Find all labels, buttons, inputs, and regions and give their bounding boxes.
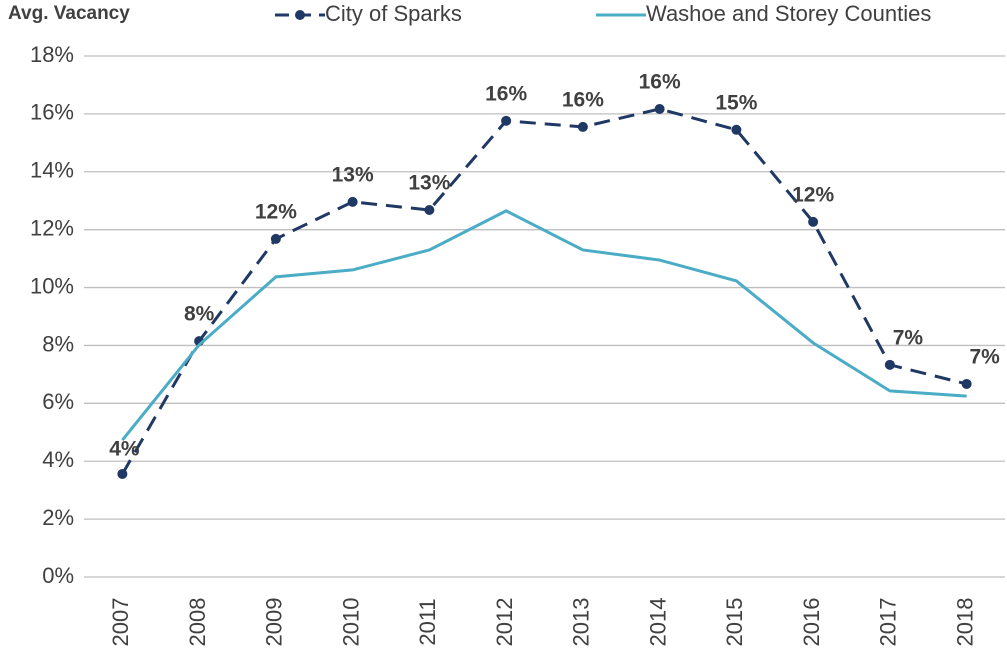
x-tick-label: 2016 xyxy=(799,598,824,647)
y-tick-label: 18% xyxy=(30,42,74,67)
data-point xyxy=(577,121,588,132)
y-tick-label: 6% xyxy=(42,389,74,414)
x-tick-label: 2018 xyxy=(952,598,977,647)
y-tick-label: 14% xyxy=(30,158,74,183)
data-point xyxy=(884,359,895,370)
y-tick-label: 12% xyxy=(30,215,74,240)
x-tick-label: 2008 xyxy=(185,598,210,647)
x-tick-label: 2013 xyxy=(569,598,594,647)
data-point xyxy=(808,216,819,227)
data-point xyxy=(501,115,512,126)
data-point xyxy=(117,468,128,479)
data-label: 7% xyxy=(969,345,1000,368)
y-tick-label: 0% xyxy=(42,563,74,588)
series-line xyxy=(121,107,967,475)
y-tick-label: 16% xyxy=(30,100,74,125)
y-tick-label: 4% xyxy=(42,447,74,472)
x-tick-label: 2014 xyxy=(645,598,670,647)
legend-marker xyxy=(295,10,305,20)
y-tick-label: 8% xyxy=(42,331,74,356)
data-label: 7% xyxy=(893,326,924,349)
y-tick-label: 2% xyxy=(42,505,74,530)
x-tick-label: 2017 xyxy=(876,598,901,647)
data-point xyxy=(424,204,435,215)
data-label: 12% xyxy=(255,200,297,223)
data-label: 16% xyxy=(639,71,681,94)
data-label: 16% xyxy=(562,88,604,111)
y-tick-label: 10% xyxy=(30,273,74,298)
chart-title: Avg. Vacancy xyxy=(8,3,130,24)
x-tick-label: 2015 xyxy=(722,598,747,647)
data-label: 16% xyxy=(485,82,527,105)
data-point xyxy=(961,378,972,389)
data-point xyxy=(270,233,281,244)
x-tick-label: 2009 xyxy=(262,598,287,647)
x-tick-label: 2010 xyxy=(338,598,363,647)
data-point xyxy=(654,103,665,114)
data-label: 15% xyxy=(715,91,757,114)
data-label: 13% xyxy=(408,172,450,195)
legend-label: City of Sparks xyxy=(325,1,462,26)
data-label: 13% xyxy=(332,163,374,186)
data-label: 12% xyxy=(792,183,834,206)
legend-label: Washoe and Storey Counties xyxy=(646,1,931,26)
data-label: 4% xyxy=(109,438,140,461)
x-tick-label: 2007 xyxy=(108,598,133,647)
data-point xyxy=(347,196,358,207)
series-line xyxy=(121,209,967,442)
data-point xyxy=(731,124,742,135)
x-tick-label: 2012 xyxy=(492,598,517,647)
x-tick-label: 2011 xyxy=(415,598,440,645)
data-label: 8% xyxy=(184,303,215,326)
